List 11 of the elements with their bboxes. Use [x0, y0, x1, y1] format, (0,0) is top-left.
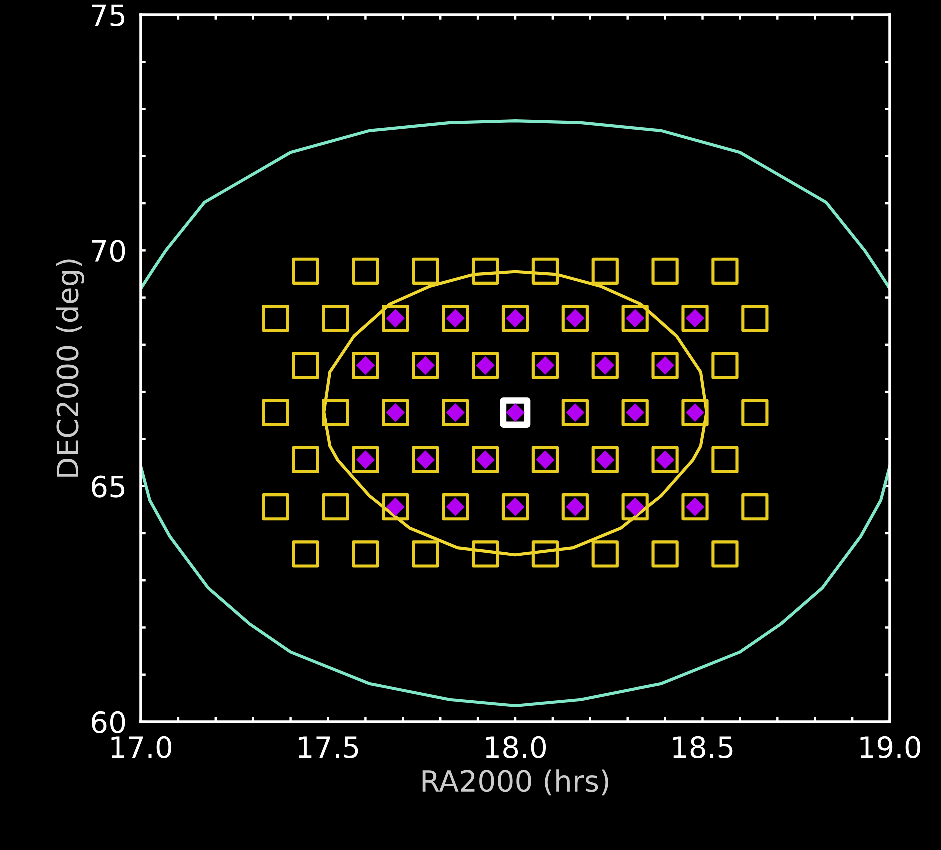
x-tick-label: 18.0: [486, 736, 546, 758]
y-tick-label: 70: [92, 240, 126, 262]
x-tick-label: 19.0: [860, 736, 921, 758]
x-tick-label: 17.5: [298, 736, 358, 758]
x-tick-label: 18.5: [673, 736, 733, 758]
x-axis-title: RA2000 (hrs): [422, 770, 608, 796]
x-tick-label: 17.0: [112, 736, 172, 758]
y-tick-label: 60: [92, 711, 126, 734]
y-tick-label: 65: [92, 476, 125, 498]
y-tick-label: 75: [92, 4, 125, 26]
y-axis-title: DEC2000 (deg): [56, 260, 84, 477]
